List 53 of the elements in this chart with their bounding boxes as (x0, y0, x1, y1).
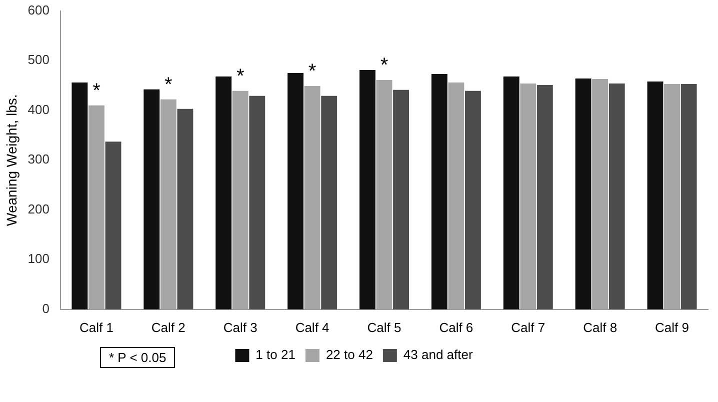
y-tick-label: 100 (28, 251, 50, 266)
annotation: * (92, 80, 101, 102)
x-tick-label: Calf 8 (583, 320, 618, 335)
x-tick-label: Calf 3 (223, 320, 258, 335)
bar (503, 76, 520, 310)
bar (647, 81, 664, 310)
legend-label: 22 to 42 (326, 347, 373, 362)
bar (520, 83, 536, 310)
legend-label: 1 to 21 (256, 347, 296, 362)
x-tick-label: Calf 9 (655, 320, 690, 335)
bar (431, 74, 448, 310)
x-tick-label: Calf 7 (511, 320, 546, 335)
x-tick-label: Calf 2 (151, 320, 186, 335)
x-tick-label: Calf 5 (367, 320, 402, 335)
bar (72, 82, 88, 310)
y-axis-title: Weaning Weight, lbs. (3, 94, 20, 226)
bar (177, 108, 194, 310)
bar (105, 142, 122, 310)
bar (160, 99, 176, 310)
annotation: * (380, 54, 388, 76)
bar (304, 86, 320, 310)
y-tick-label: 0 (42, 300, 50, 316)
x-tick-label: Calf 4 (295, 320, 330, 335)
text: * P < 0.05 (100, 347, 176, 368)
y-tick-label: 300 (28, 152, 50, 167)
bar (448, 82, 464, 310)
annotation: * (236, 65, 244, 88)
annotation: * (164, 74, 173, 96)
y-tick-label: 500 (28, 52, 50, 68)
bar (536, 84, 553, 310)
y-tick-label: 600 (28, 2, 50, 18)
bar (216, 76, 232, 310)
bar (88, 105, 104, 310)
bar (465, 90, 481, 310)
bar (359, 70, 376, 310)
y-tick-label: 400 (28, 102, 50, 117)
bar (376, 80, 392, 310)
x-tick-label: Calf 1 (79, 320, 114, 335)
x-tick-label: Calf 6 (439, 320, 474, 335)
bar (664, 84, 680, 310)
y-tick-label: 200 (28, 201, 50, 216)
bar (321, 96, 338, 310)
bar (575, 78, 592, 310)
bar (393, 90, 410, 310)
annotation: * (308, 60, 316, 82)
bar (232, 90, 248, 310)
bar (608, 83, 625, 310)
bar (144, 89, 160, 310)
bar (249, 96, 266, 310)
legend-label: 43 and after (403, 347, 474, 362)
bar (680, 84, 697, 310)
bar (288, 73, 304, 310)
bar (592, 78, 608, 310)
